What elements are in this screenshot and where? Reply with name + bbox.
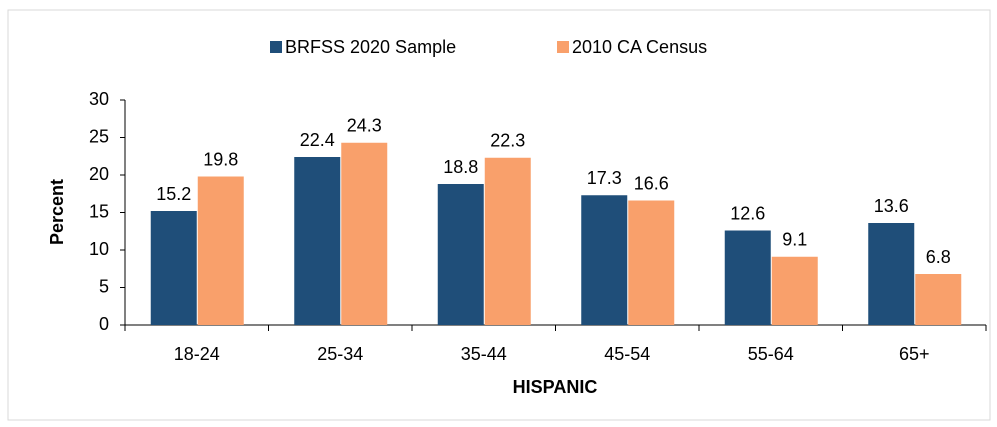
bar <box>484 157 531 325</box>
y-axis-title: Percent <box>47 179 67 245</box>
data-label: 22.3 <box>490 131 525 151</box>
legend-label: BRFSS 2020 Sample <box>285 37 456 57</box>
x-tick-label: 55-64 <box>748 344 794 364</box>
data-label: 24.3 <box>347 116 382 136</box>
data-label: 6.8 <box>926 247 951 267</box>
bar <box>915 274 962 325</box>
bar <box>437 184 484 325</box>
y-tick-label: 10 <box>89 239 109 259</box>
bar <box>581 195 628 325</box>
bar <box>197 176 244 325</box>
data-label: 9.1 <box>782 230 807 250</box>
x-tick-label: 35-44 <box>461 344 507 364</box>
x-tick-label: 25-34 <box>317 344 363 364</box>
bar <box>628 200 675 325</box>
data-label: 22.4 <box>300 130 335 150</box>
y-tick-label: 15 <box>89 201 109 221</box>
y-tick-label: 25 <box>89 126 109 146</box>
x-tick-label: 45-54 <box>604 344 650 364</box>
data-label: 13.6 <box>874 196 909 216</box>
data-label: 12.6 <box>730 203 765 223</box>
data-label: 15.2 <box>156 184 191 204</box>
x-tick-label: 18-24 <box>174 344 220 364</box>
y-tick-label: 0 <box>99 314 109 334</box>
x-axis-title: HISPANIC <box>513 377 598 397</box>
bar <box>771 256 818 325</box>
bar <box>294 157 341 325</box>
y-tick-label: 30 <box>89 89 109 109</box>
data-label: 19.8 <box>203 149 238 169</box>
legend-swatch <box>270 41 282 53</box>
legend-swatch <box>557 41 569 53</box>
bar <box>868 223 915 325</box>
data-label: 18.8 <box>443 157 478 177</box>
x-tick-label: 65+ <box>899 344 930 364</box>
bar <box>724 230 771 325</box>
y-tick-label: 5 <box>99 276 109 296</box>
bar <box>341 142 388 325</box>
data-label: 17.3 <box>587 168 622 188</box>
legend-label: 2010 CA Census <box>572 37 707 57</box>
bar <box>150 211 197 325</box>
data-label: 16.6 <box>634 173 669 193</box>
y-tick-label: 20 <box>89 164 109 184</box>
